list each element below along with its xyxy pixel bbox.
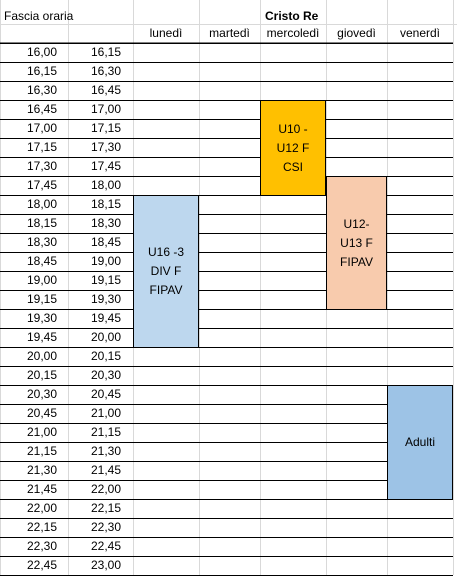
time-end-cell: 16,30: [90, 64, 122, 78]
time-end-cell: 20,45: [90, 387, 122, 401]
activity-block: U12- U13 F FIPAV: [326, 176, 387, 310]
time-end-cell: 18,45: [90, 235, 122, 249]
time-end-cell: 17,30: [90, 140, 122, 154]
venue-title: Cristo Re: [265, 9, 319, 23]
activity-label-line: CSI: [282, 159, 303, 174]
time-end-cell: 19,45: [90, 311, 122, 325]
time-end-cell: 21,30: [90, 444, 122, 458]
time-end-cell: 16,45: [90, 83, 122, 97]
time-end-cell: 19,15: [90, 273, 122, 287]
time-end-cell: 18,00: [90, 178, 122, 192]
time-start-cell: 20,45: [26, 406, 58, 420]
activity-block: Adulti: [387, 385, 453, 500]
time-start-cell: 16,30: [26, 83, 58, 97]
time-start-cell: 18,00: [26, 197, 58, 211]
time-start-cell: 16,45: [26, 102, 58, 116]
time-start-cell: 21,30: [26, 463, 58, 477]
time-start-cell: 18,45: [26, 254, 58, 268]
time-end-cell: 22,30: [90, 520, 122, 534]
day-header-mercoledi: mercoledì: [266, 26, 320, 40]
fascia-oraria-label: Fascia oraria: [4, 9, 74, 23]
day-header-giovedi: giovedì: [337, 26, 376, 40]
time-start-cell: 21,15: [26, 444, 58, 458]
activity-label-line: U12 F: [276, 140, 310, 155]
time-start-cell: 16,15: [26, 64, 58, 78]
time-start-cell: 22,45: [26, 558, 58, 572]
time-end-cell: 20,15: [90, 349, 122, 363]
time-end-cell: 21,15: [90, 425, 122, 439]
time-start-cell: 20,30: [26, 387, 58, 401]
time-end-cell: 16,15: [90, 45, 122, 59]
time-start-cell: 22,30: [26, 539, 58, 553]
time-start-cell: 17,15: [26, 140, 58, 154]
time-start-cell: 17,45: [26, 178, 58, 192]
time-end-cell: 18,30: [90, 216, 122, 230]
activity-label-line: U10 -: [278, 121, 308, 136]
activity-block: U10 - U12 F CSI: [260, 100, 326, 196]
time-end-cell: 17,00: [90, 102, 122, 116]
time-start-cell: 18,30: [26, 235, 58, 249]
time-end-cell: 21,00: [90, 406, 122, 420]
time-end-cell: 23,00: [90, 558, 122, 572]
activity-label-line: FIPAV: [149, 283, 183, 297]
time-start-cell: 22,15: [26, 520, 58, 534]
time-start-cell: 21,00: [26, 425, 58, 439]
day-header-martedi: martedì: [209, 26, 250, 40]
time-end-cell: 21,45: [90, 463, 122, 477]
activity-block: U16 -3 DIV F FIPAV: [133, 195, 199, 348]
activity-label-line: Adulti: [404, 435, 436, 449]
time-start-cell: 17,00: [26, 121, 58, 135]
time-start-cell: 16,00: [26, 45, 58, 59]
time-start-cell: 17,30: [26, 159, 58, 173]
activity-label-line: U12-: [343, 216, 370, 231]
time-end-cell: 19,30: [90, 292, 122, 306]
time-end-cell: 22,45: [90, 539, 122, 553]
activity-label-line: U16 -3: [147, 245, 185, 259]
time-end-cell: 22,15: [90, 501, 122, 515]
time-end-cell: 17,15: [90, 121, 122, 135]
time-start-cell: 18,15: [26, 216, 58, 230]
time-end-cell: 19,00: [90, 254, 122, 268]
activity-label-line: U13 F: [340, 235, 373, 250]
activity-label-line: DIV F: [150, 264, 182, 278]
time-end-cell: 22,00: [90, 482, 122, 496]
time-end-cell: 20,00: [90, 330, 122, 344]
time-start-cell: 19,30: [26, 311, 58, 325]
time-start-cell: 19,15: [26, 292, 58, 306]
time-start-cell: 20,15: [26, 368, 58, 382]
day-header-lunedi: lunedì: [149, 26, 183, 40]
time-end-cell: 18,15: [90, 197, 122, 211]
time-start-cell: 21,45: [26, 482, 58, 496]
time-start-cell: 20,00: [26, 349, 58, 363]
time-start-cell: 19,45: [26, 330, 58, 344]
time-end-cell: 17,45: [90, 159, 122, 173]
time-start-cell: 19,00: [26, 273, 58, 287]
time-start-cell: 22,00: [26, 501, 58, 515]
activity-label-line: FIPAV: [340, 254, 373, 269]
day-header-venerdi: venerdì: [399, 26, 441, 40]
time-end-cell: 20,30: [90, 368, 122, 382]
